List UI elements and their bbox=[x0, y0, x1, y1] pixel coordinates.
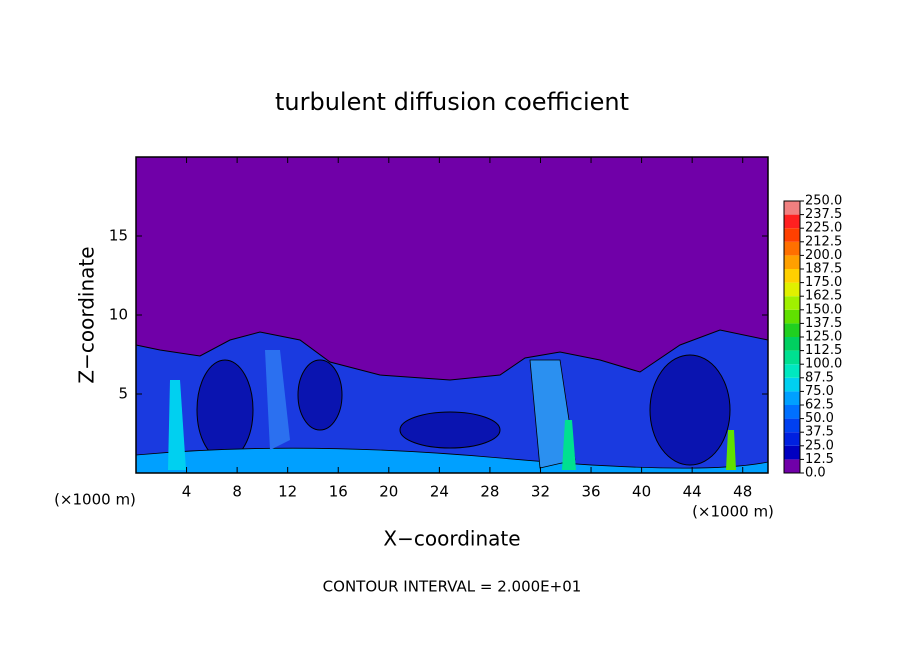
colorbar-band bbox=[784, 228, 800, 242]
field bbox=[135, 157, 769, 474]
contour-region bbox=[265, 350, 290, 450]
turbulent-layer bbox=[135, 329, 769, 474]
colorbar-label: 87.5 bbox=[805, 370, 834, 385]
colorbar-band bbox=[784, 337, 800, 351]
colorbar-label: 100.0 bbox=[805, 357, 842, 372]
colorbar-label: 37.5 bbox=[805, 425, 834, 440]
colorbar-label: 137.5 bbox=[805, 316, 842, 331]
x-tick-label: 44 bbox=[683, 483, 702, 501]
footnote: CONTOUR INTERVAL = 2.000E+01 bbox=[323, 578, 582, 596]
contour-region bbox=[399, 411, 501, 449]
colorbar-label: 200.0 bbox=[805, 248, 842, 263]
contour-region bbox=[562, 420, 576, 470]
colorbar-band bbox=[784, 418, 800, 433]
colorbar-label: 112.5 bbox=[805, 343, 842, 358]
colorbar-label: 150.0 bbox=[805, 302, 842, 317]
colorbar-label: 0.0 bbox=[805, 466, 826, 481]
chart-title: turbulent diffusion coefficient bbox=[275, 88, 629, 116]
x-tick-label: 24 bbox=[430, 483, 449, 501]
contour-region bbox=[135, 447, 769, 474]
x-axis-unit: (×1000 m) bbox=[692, 503, 774, 521]
y-axis-unit: (×1000 m) bbox=[54, 491, 136, 509]
contour-region bbox=[726, 430, 736, 470]
colorbar-band bbox=[784, 255, 800, 269]
colorbar-label: 212.5 bbox=[805, 234, 842, 249]
x-tick-label: 20 bbox=[379, 483, 398, 501]
y-tick-label: 10 bbox=[109, 306, 128, 324]
x-axis-label: X−coordinate bbox=[383, 527, 520, 551]
colorbar-label: 175.0 bbox=[805, 275, 842, 290]
y-axis-label: Z−coordinate bbox=[75, 246, 99, 383]
colorbar-band bbox=[784, 282, 800, 297]
colorbar-band bbox=[784, 445, 800, 460]
x-tick-label: 48 bbox=[733, 483, 752, 501]
x-tick-label: 28 bbox=[480, 483, 499, 501]
x-tick-label: 8 bbox=[232, 483, 242, 501]
colorbar-band bbox=[784, 350, 800, 365]
colorbar-band bbox=[784, 269, 800, 283]
x-tick-label: 12 bbox=[278, 483, 297, 501]
colorbar-label: 250.0 bbox=[805, 194, 842, 209]
colorbar-band bbox=[784, 296, 800, 310]
colorbar-label: 225.0 bbox=[805, 221, 842, 236]
colorbar-label: 25.0 bbox=[805, 438, 834, 453]
colorbar-band bbox=[784, 241, 800, 256]
x-tick-label: 32 bbox=[531, 483, 550, 501]
x-tick-label: 16 bbox=[329, 483, 348, 501]
colorbar-label: 75.0 bbox=[805, 384, 834, 399]
x-tick-label: 4 bbox=[182, 483, 192, 501]
x-tick-label: 36 bbox=[581, 483, 600, 501]
colorbar-band bbox=[784, 214, 800, 229]
colorbar-label: 62.5 bbox=[805, 398, 834, 413]
x-tick-label: 40 bbox=[632, 483, 651, 501]
colorbar-band bbox=[784, 309, 800, 324]
colorbar-band bbox=[784, 391, 800, 405]
colorbar-label: 187.5 bbox=[805, 262, 842, 277]
colorbar-band bbox=[784, 377, 800, 392]
colorbar-band bbox=[784, 459, 800, 473]
colorbar-label: 50.0 bbox=[805, 411, 834, 426]
colorbar-band bbox=[784, 364, 800, 378]
colorbar-band bbox=[784, 201, 800, 215]
contour-region bbox=[168, 380, 186, 470]
colorbar-label: 237.5 bbox=[805, 207, 842, 222]
contour-region bbox=[196, 359, 254, 461]
colorbar-band bbox=[784, 432, 800, 446]
contour-region bbox=[649, 354, 731, 466]
y-tick-label: 5 bbox=[118, 385, 128, 403]
colorbar-band bbox=[784, 323, 800, 337]
contour-region bbox=[297, 359, 343, 431]
colorbar-label: 12.5 bbox=[805, 452, 834, 467]
colorbar-label: 162.5 bbox=[805, 289, 842, 304]
y-tick-label: 15 bbox=[109, 227, 128, 245]
colorbar-label: 125.0 bbox=[805, 330, 842, 345]
colorbar-band bbox=[784, 405, 800, 419]
